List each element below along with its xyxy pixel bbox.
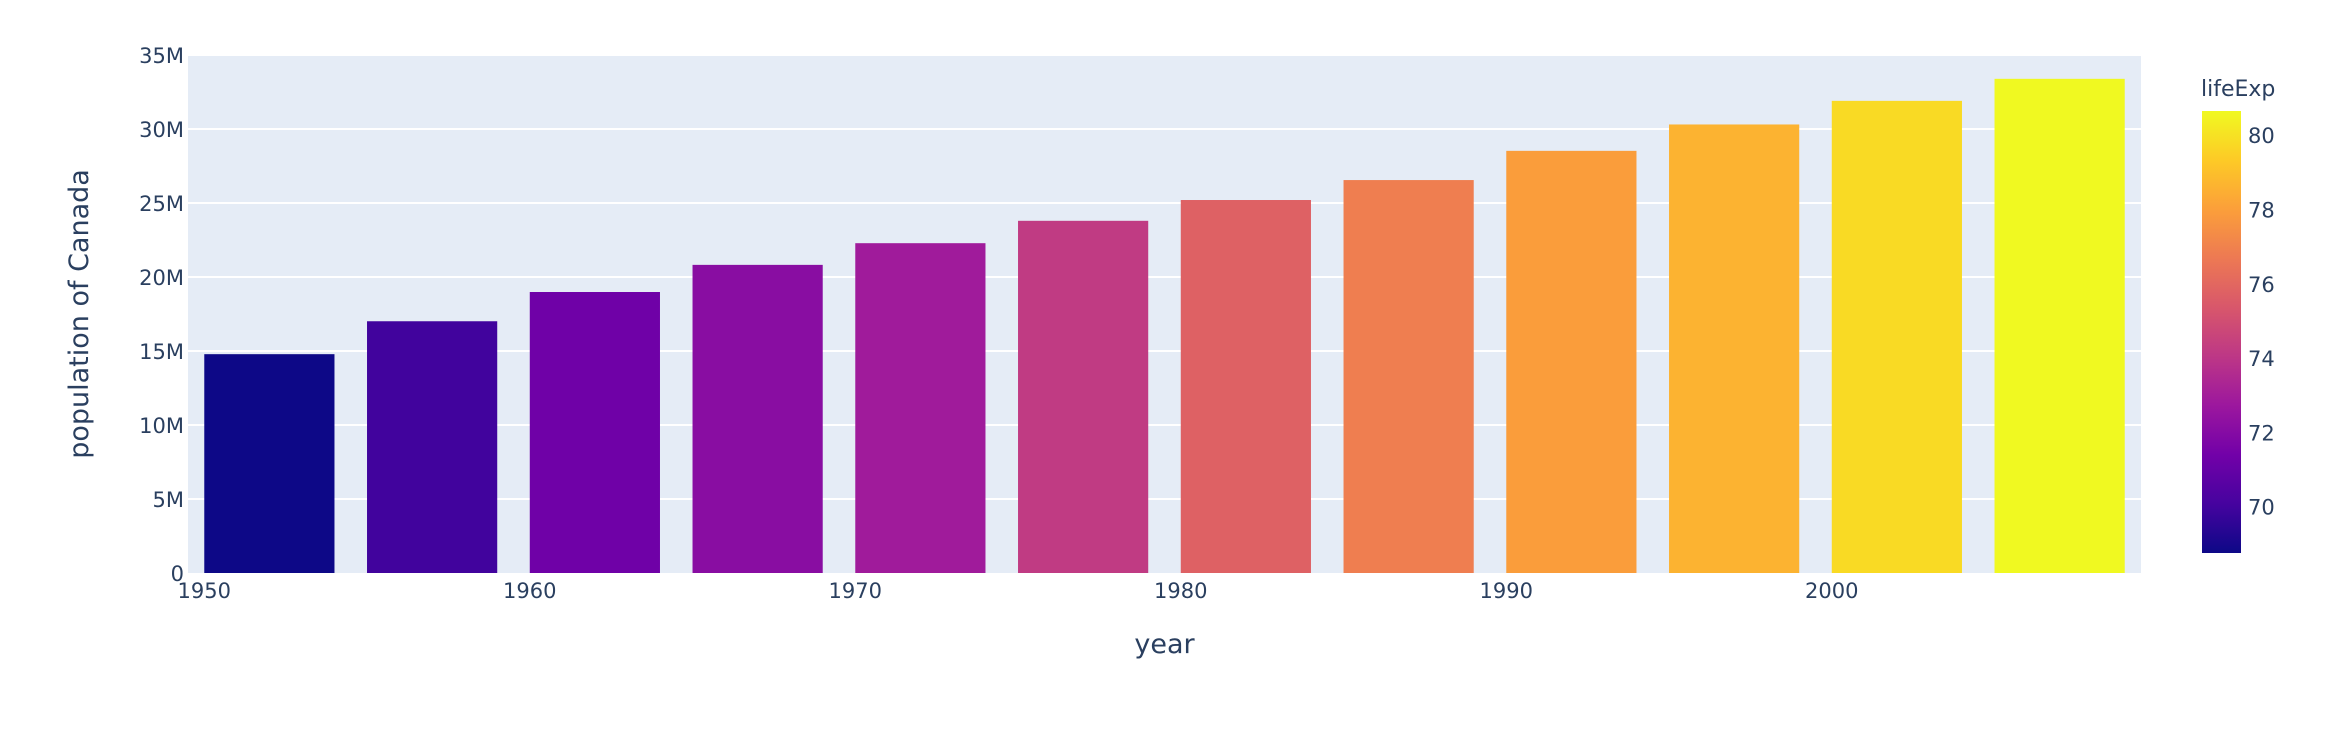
bar-1962 — [529, 292, 660, 573]
x-axis-title: year — [1134, 629, 1195, 660]
y-axis-ticks: 0 5M 10M 15M 20M 25M 30M 35M — [139, 44, 184, 586]
colorbar-tick-label: 74 — [2248, 347, 2275, 371]
x-tick-label: 1950 — [178, 579, 231, 603]
colorbar-gradient — [2202, 111, 2241, 553]
bars — [204, 78, 2125, 574]
colorbar-tick-label: 70 — [2248, 496, 2275, 520]
bar-1977 — [1018, 220, 1149, 573]
bar-1982 — [1180, 200, 1311, 573]
plot-background — [188, 55, 2141, 573]
bar-1987 — [1343, 180, 1474, 573]
y-tick-label: 0 — [171, 562, 184, 586]
x-tick-label: 1990 — [1480, 579, 1533, 603]
y-axis-title: population of Canada — [64, 169, 95, 459]
x-tick-label: 1980 — [1154, 579, 1207, 603]
colorbar: lifeExp 70 72 74 76 78 80 — [2201, 77, 2275, 553]
x-tick-label: 1970 — [829, 579, 882, 603]
y-tick-label: 35M — [139, 44, 184, 68]
y-tick-label: 10M — [139, 414, 184, 438]
bar-1972 — [855, 243, 986, 574]
gridlines — [188, 54, 2141, 500]
colorbar-ticks: 70 72 74 76 78 80 — [2248, 124, 2275, 519]
y-tick-label: 5M — [153, 488, 184, 512]
colorbar-title: lifeExp — [2201, 77, 2275, 102]
bar-2002 — [1831, 100, 1962, 573]
x-tick-label: 1960 — [503, 579, 556, 603]
bar-1992 — [1506, 150, 1637, 573]
colorbar-tick-label: 72 — [2248, 421, 2275, 445]
colorbar-tick-label: 76 — [2248, 273, 2275, 297]
x-axis-ticks: 1950 1960 1970 1980 1990 2000 — [178, 579, 1859, 603]
bar-1967 — [692, 264, 823, 573]
colorbar-tick-label: 78 — [2248, 199, 2275, 223]
x-tick-label: 2000 — [1805, 579, 1858, 603]
bar-1952 — [204, 354, 335, 573]
y-tick-label: 15M — [139, 340, 184, 364]
y-tick-label: 20M — [139, 266, 184, 290]
bar-1957 — [367, 321, 498, 573]
y-tick-label: 30M — [139, 118, 184, 142]
bar-2007 — [1994, 78, 2125, 573]
colorbar-tick-label: 80 — [2248, 124, 2275, 148]
y-tick-label: 25M — [139, 192, 184, 216]
bar-1997 — [1669, 124, 1800, 574]
